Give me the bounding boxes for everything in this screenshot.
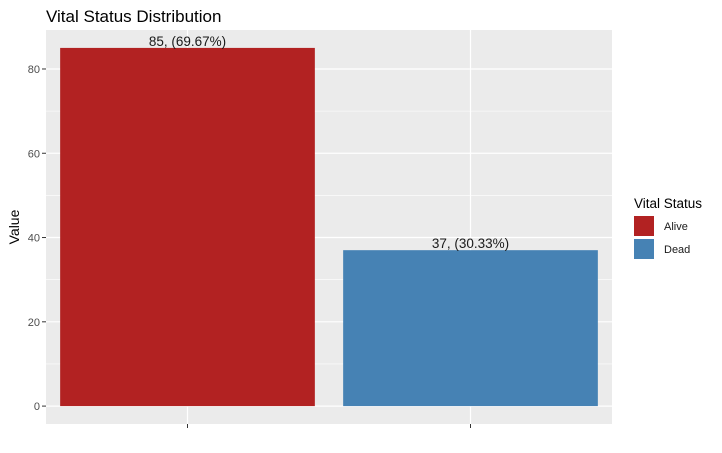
legend-label-dead: Dead [664,244,690,256]
legend-label-alive: Alive [664,221,688,233]
legend: Vital Status Alive Dead [634,196,702,259]
legend-key-alive [634,216,654,236]
y-axis-label: Value [6,209,22,244]
legend-title: Vital Status [634,196,702,211]
x-axis [187,424,471,428]
legend-key-dead [634,239,654,259]
data-labels: 85, (69.67%) 37, (30.33%) [149,34,509,251]
y-tick-label: 0 [34,401,40,413]
y-tick-label: 60 [28,148,40,160]
y-tick-label: 80 [28,64,40,76]
chart-title: Vital Status Distribution [46,7,221,26]
y-axis: 0 20 40 60 80 [28,64,46,413]
bars [60,47,598,407]
y-tick-label: 40 [28,233,40,245]
y-tick-label: 20 [28,317,40,329]
data-label-dead: 37, (30.33%) [432,236,509,251]
data-label-alive: 85, (69.67%) [149,34,226,49]
bar-dead [343,250,598,407]
bar-alive [60,47,315,407]
